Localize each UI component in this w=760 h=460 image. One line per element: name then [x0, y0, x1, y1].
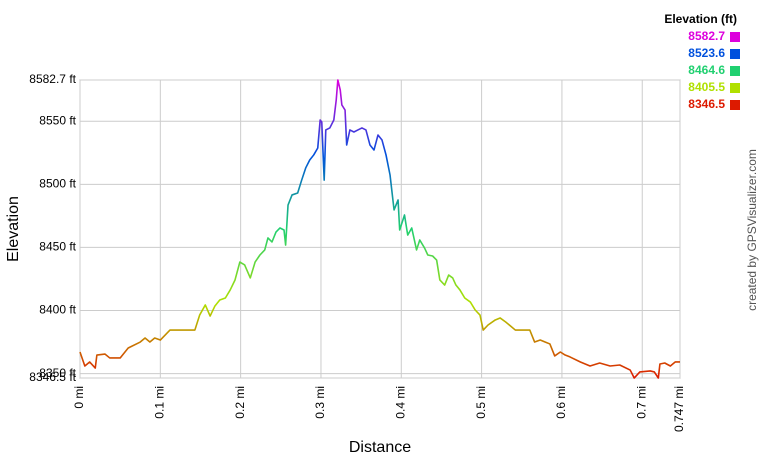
y-tick-label: 8500 ft [39, 177, 76, 191]
x-tick-label: 0.3 mi [313, 386, 327, 419]
y-tick-label: 8550 ft [39, 113, 76, 127]
y-axis-title: Elevation [5, 196, 22, 262]
y-tick-label: 8582.7 ft [29, 72, 76, 86]
legend-label: 8464.6 [688, 63, 725, 77]
x-tick-label: 0.1 mi [152, 386, 166, 419]
plot-area [79, 79, 681, 379]
x-axis-title: Distance [349, 439, 411, 456]
y-tick-label: 8346.5 ft [29, 370, 76, 384]
y-tick-label: 8350 ft [39, 366, 76, 380]
legend-swatch [730, 66, 740, 76]
legend-swatch [730, 83, 740, 93]
elevation-line [79, 79, 680, 379]
y-tick-label: 8400 ft [39, 303, 76, 317]
x-tick-label: 0.5 mi [474, 386, 488, 419]
legend-title: Elevation (ft) [664, 12, 737, 26]
legend-label: 8523.6 [688, 46, 725, 60]
legend-swatch [730, 32, 740, 42]
legend-label: 8582.7 [688, 29, 725, 43]
x-tick-label: 0 mi [72, 386, 86, 409]
x-tick-label: 0.4 mi [393, 386, 407, 419]
x-tick-label: 0.2 mi [233, 386, 247, 419]
y-tick-label: 8450 ft [39, 240, 76, 254]
legend-label: 8346.5 [688, 97, 725, 111]
x-tick-label: 0.747 mi [672, 386, 686, 432]
legend-swatch [730, 49, 740, 59]
credit: created by GPSVisualizer.com [745, 149, 759, 311]
x-tick-label: 0.6 mi [554, 386, 568, 419]
legend-swatch [730, 100, 740, 110]
legend-label: 8405.5 [688, 80, 725, 94]
x-tick-label: 0.7 mi [634, 386, 648, 419]
